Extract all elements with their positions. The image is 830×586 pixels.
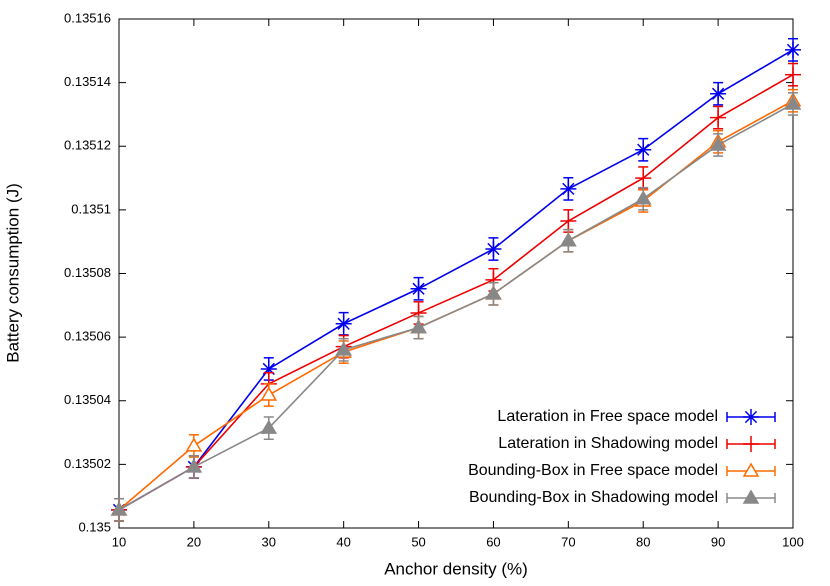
marker-shape	[260, 386, 278, 401]
marker	[335, 315, 352, 332]
marker-stroke	[487, 242, 500, 256]
marker	[785, 41, 801, 58]
marker-shape	[110, 501, 128, 516]
marker-stroke	[711, 87, 725, 100]
marker-shape	[742, 462, 760, 477]
y-tick-label: 0.135	[78, 519, 111, 534]
marker-stroke	[744, 410, 758, 424]
marker	[635, 170, 652, 187]
marker-shape	[410, 319, 427, 334]
y-tick-label: 0.13504	[64, 392, 111, 407]
legend-label: Bounding-Box in Free space model	[468, 462, 718, 479]
legend-label: Lateration in Shadowing model	[498, 435, 718, 452]
marker-shape	[560, 232, 577, 247]
marker	[185, 437, 203, 452]
marker	[485, 241, 502, 258]
y-tick-label: 0.13506	[64, 329, 111, 344]
marker	[634, 190, 652, 205]
marker	[110, 501, 128, 516]
x-tick-label: 50	[411, 534, 425, 549]
marker	[335, 341, 352, 356]
marker	[743, 409, 759, 425]
marker-stroke	[412, 282, 425, 295]
marker-shape	[335, 341, 352, 356]
y-tick-label: 0.13502	[64, 456, 111, 471]
marker	[742, 462, 760, 477]
y-tick-label: 0.1351	[71, 201, 111, 216]
series-line	[118, 103, 794, 511]
marker	[410, 319, 427, 334]
x-tick-label: 20	[187, 534, 201, 549]
marker	[260, 419, 278, 434]
marker-shape	[260, 419, 278, 434]
x-axis-title: Anchor density (%)	[384, 559, 528, 578]
marker	[785, 66, 801, 83]
x-tick-label: 100	[782, 534, 804, 549]
marker	[485, 285, 502, 300]
marker-stroke	[562, 182, 575, 196]
y-tick-label: 0.13512	[64, 138, 111, 153]
x-tick-label: 70	[561, 534, 575, 549]
marker	[560, 232, 577, 247]
marker-stroke	[786, 43, 800, 56]
y-tick-label: 0.13514	[64, 74, 111, 89]
y-tick-label: 0.13508	[64, 265, 111, 280]
series-line	[118, 49, 794, 511]
x-tick-label: 80	[636, 534, 650, 549]
marker	[260, 386, 278, 401]
x-tick-label: 40	[336, 534, 350, 549]
marker-shape	[185, 458, 203, 473]
marker-stroke	[337, 317, 350, 330]
y-tick-label: 0.13516	[64, 10, 111, 25]
legend-label: Bounding-Box in Shadowing model	[469, 489, 718, 506]
marker	[709, 136, 727, 151]
marker	[710, 85, 727, 102]
marker	[410, 280, 427, 297]
marker	[742, 489, 760, 504]
marker-shape	[709, 136, 727, 151]
marker-shape	[742, 489, 760, 504]
marker-shape	[185, 437, 203, 452]
x-tick-label: 60	[486, 534, 500, 549]
series-line	[118, 73, 794, 511]
marker	[743, 436, 759, 452]
marker-stroke	[637, 143, 650, 156]
marker-shape	[485, 285, 502, 300]
marker	[560, 180, 577, 197]
y-axis-title: Battery consumption (J)	[3, 183, 22, 363]
marker	[710, 109, 727, 126]
x-tick-label: 10	[112, 534, 126, 549]
marker	[560, 213, 577, 230]
x-tick-label: 90	[711, 534, 725, 549]
marker	[185, 458, 203, 473]
marker-shape	[634, 190, 652, 205]
legend-label: Lateration in Free space model	[497, 408, 718, 425]
marker	[635, 141, 652, 158]
marker-shape	[784, 95, 802, 110]
x-tick-label: 30	[262, 534, 276, 549]
marker	[784, 95, 802, 110]
